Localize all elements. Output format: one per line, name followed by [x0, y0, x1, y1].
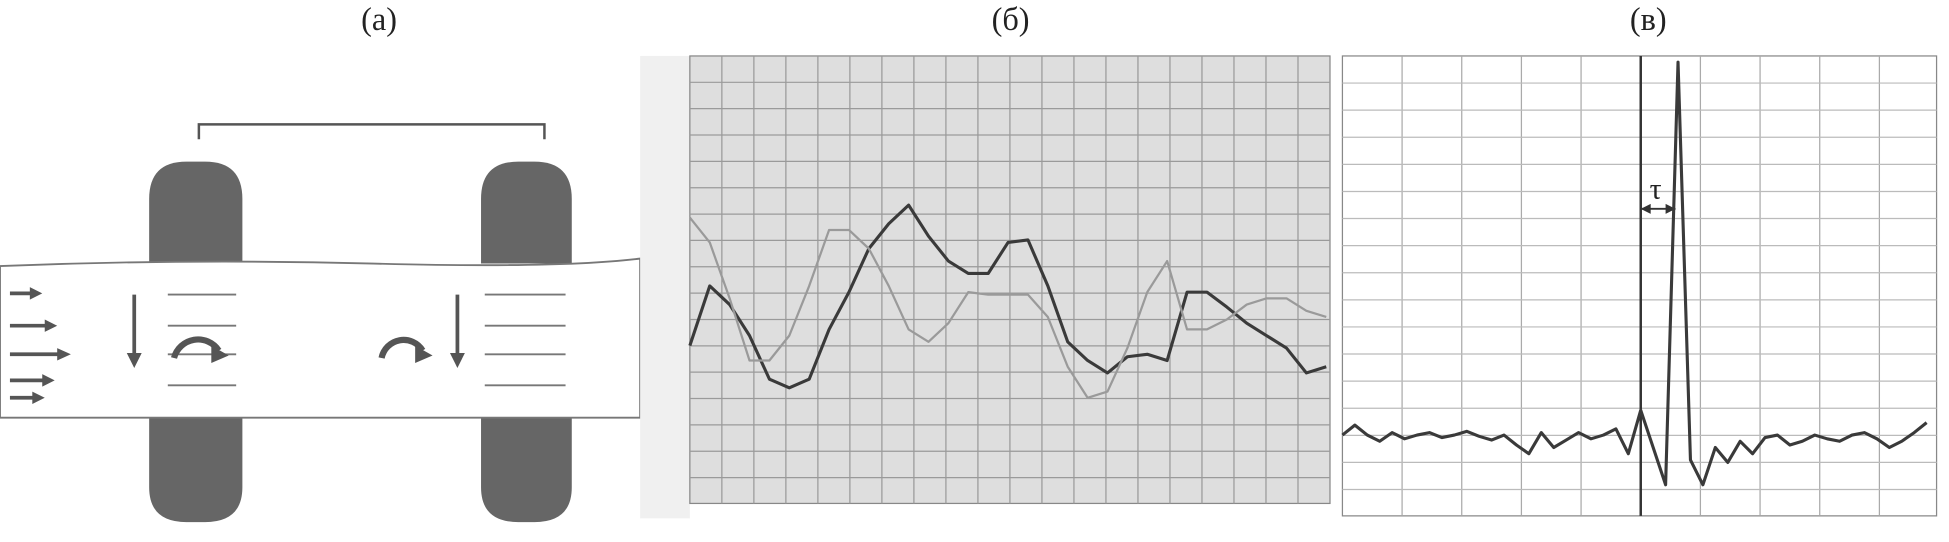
schematic — [149, 161, 572, 523]
flow-arrows — [9, 287, 465, 404]
wheel — [149, 416, 243, 523]
arrow-head — [211, 345, 229, 363]
data-line — [1341, 60, 1928, 487]
wheel — [149, 161, 243, 264]
belt — [0, 257, 642, 419]
panel-label: (б) — [992, 1, 1030, 37]
arrow-head — [415, 345, 433, 363]
panel-label: (a) — [361, 1, 397, 37]
data-line — [688, 216, 1327, 399]
wheel — [481, 416, 572, 523]
axis-strip — [640, 55, 690, 519]
tau-arrow-heads — [1640, 203, 1676, 214]
tau-label: τ — [1650, 172, 1662, 205]
level-lines — [167, 293, 566, 387]
bracket — [197, 123, 546, 140]
rotation-arrows — [171, 336, 426, 359]
panel-label: (в) — [1630, 1, 1667, 37]
wheel — [481, 161, 572, 264]
data-line — [688, 203, 1327, 390]
